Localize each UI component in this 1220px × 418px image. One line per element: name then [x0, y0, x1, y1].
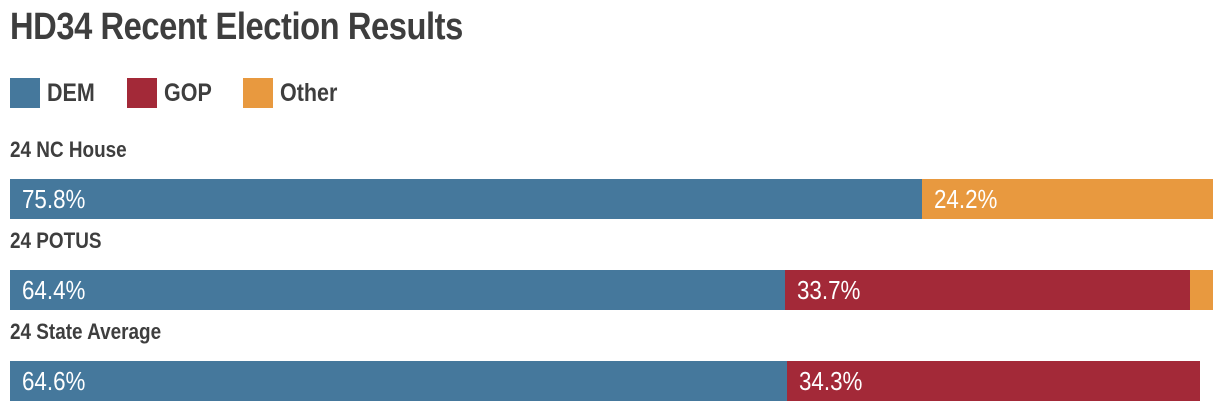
chart-row-potus: 24 POTUS 64.4% 33.7%: [10, 228, 1213, 310]
bar-segment-value: 34.3%: [787, 361, 873, 401]
legend-label-dem: DEM: [47, 78, 103, 108]
legend-swatch-dem: [10, 78, 40, 108]
legend-item-other: Other: [243, 78, 347, 108]
chart-row-state-average: 24 State Average 64.6% 34.3%: [10, 319, 1213, 401]
bar-segment-value-text: 64.4%: [22, 275, 86, 305]
bar-segment-value-text: 64.6%: [22, 366, 86, 396]
bar-segment-value: 64.6%: [10, 361, 96, 401]
legend-swatch-other: [243, 78, 274, 108]
row-label-state-average-text: 24 State Average: [10, 319, 162, 344]
stacked-bar-nc-house: 75.8% 24.2%: [10, 179, 1213, 219]
row-label-nc-house: 24 NC House: [10, 137, 1213, 163]
bar-segment-value: 64.4%: [10, 270, 96, 310]
bar-segment-dem: 64.6%: [10, 361, 788, 401]
bar-segment-value: 75.8%: [10, 179, 96, 219]
row-label-state-average: 24 State Average: [10, 319, 1213, 345]
bar-segment-value: 24.2%: [922, 179, 1008, 219]
legend-swatch-gop: [126, 78, 157, 108]
legend-label-dem-text: DEM: [47, 79, 95, 107]
bar-segment-value: 33.7%: [785, 270, 871, 310]
bar-segment-other: [1190, 270, 1213, 310]
bar-segment-value-text: 33.7%: [796, 275, 861, 305]
bar-segment-dem: 64.4%: [10, 270, 785, 310]
chart-card: HD34 Recent Election Results DEM GOP Oth…: [10, 8, 1213, 401]
legend-label-other-text: Other: [280, 79, 338, 107]
legend-item-gop: GOP: [126, 78, 220, 108]
bar-segment-value-text: 24.2%: [933, 184, 998, 214]
legend-label-gop-text: GOP: [163, 79, 212, 107]
page-title-text: HD34 Recent Election Results: [10, 6, 463, 48]
legend-item-dem: DEM: [10, 78, 103, 108]
stacked-bar-potus: 64.4% 33.7%: [10, 270, 1213, 310]
bar-segment-value-text: 34.3%: [799, 366, 863, 396]
bar-segment-other: 24.2%: [921, 179, 1213, 219]
row-label-nc-house-text: 24 NC House: [10, 137, 127, 162]
legend-label-other: Other: [280, 78, 347, 108]
legend: DEM GOP Other: [10, 78, 1213, 108]
row-label-potus-text: 24 POTUS: [10, 228, 102, 253]
bar-segment-gop: 34.3%: [787, 361, 1200, 401]
legend-label-gop: GOP: [164, 78, 220, 108]
bar-segment-gop: 33.7%: [784, 270, 1191, 310]
bar-segment-value-text: 75.8%: [22, 184, 86, 214]
row-label-potus: 24 POTUS: [10, 228, 1213, 254]
page-title: HD34 Recent Election Results: [10, 8, 1213, 46]
stacked-bar-state-average: 64.6% 34.3%: [10, 361, 1213, 401]
chart-row-nc-house: 24 NC House 75.8% 24.2%: [10, 137, 1213, 219]
bar-segment-dem: 75.8%: [10, 179, 922, 219]
